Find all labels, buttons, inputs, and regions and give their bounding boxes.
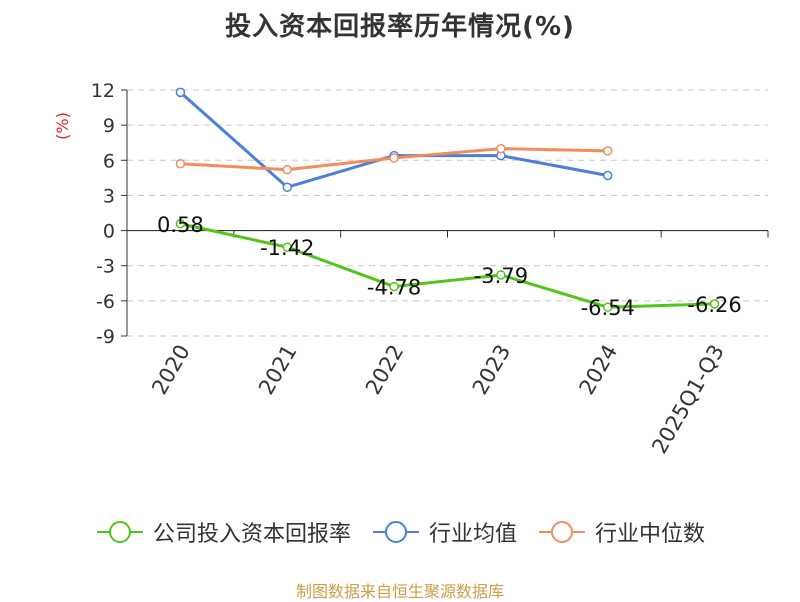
y-tick-label: 3 bbox=[103, 185, 115, 207]
y-tick-label: 0 bbox=[103, 221, 115, 243]
source-note: 制图数据来自恒生聚源数据库 bbox=[295, 582, 504, 601]
data-label: -3.79 bbox=[474, 264, 528, 288]
series-lines bbox=[175, 87, 720, 312]
data-point bbox=[496, 143, 506, 154]
chart-title: 投入资本回报率历年情况(%) bbox=[225, 12, 575, 42]
data-point bbox=[389, 153, 399, 163]
series-line bbox=[179, 91, 609, 189]
data-point bbox=[603, 146, 613, 156]
data-label: -1.42 bbox=[260, 236, 314, 260]
x-tick-label: 2024 bbox=[575, 341, 623, 399]
legend-item-industry-median[interactable]: 行业中位数 bbox=[537, 516, 705, 548]
series-line bbox=[180, 222, 715, 309]
data-point bbox=[282, 242, 292, 252]
y-tick-label: 6 bbox=[103, 150, 115, 172]
y-tick-label: -9 bbox=[96, 326, 115, 348]
data-point bbox=[282, 164, 292, 175]
y-axis-unit-label: (%) bbox=[53, 112, 72, 140]
x-tick-label: 2023 bbox=[468, 341, 516, 399]
data-point bbox=[389, 281, 399, 292]
legend-label: 行业均值 bbox=[428, 522, 517, 547]
legend-item-industry-mean[interactable]: 行业均值 bbox=[371, 516, 517, 548]
data-point bbox=[709, 299, 720, 309]
x-tick-label: 2025Q1-Q3 bbox=[647, 341, 729, 458]
legend-label: 公司投入资本回报率 bbox=[152, 522, 351, 547]
axes: 12 9 6 3 0 -3 -6 -9 (%) 2020 2021 2022 2023 2024 2025Q… bbox=[53, 80, 769, 458]
legend-swatch-orange-icon bbox=[539, 521, 585, 543]
x-tick-label: 2020 bbox=[147, 341, 195, 399]
data-label: -4.78 bbox=[367, 276, 421, 300]
y-tick-label: 9 bbox=[103, 115, 115, 137]
data-point bbox=[175, 87, 186, 98]
legend-swatch-green-icon bbox=[96, 521, 143, 543]
data-point bbox=[175, 219, 186, 229]
y-tick-label: 12 bbox=[91, 80, 115, 102]
y-tick-label: -6 bbox=[96, 291, 115, 313]
data-point bbox=[282, 182, 292, 192]
data-labels: 0.58 -1.42 -4.78 -3.79 -6.54 -6.26 bbox=[157, 213, 742, 320]
grid-lines bbox=[127, 89, 768, 337]
data-point bbox=[496, 270, 506, 280]
legend-label: 行业中位数 bbox=[595, 522, 706, 547]
data-point bbox=[603, 302, 613, 312]
x-tick-label: 2021 bbox=[254, 341, 302, 399]
x-tick-label: 2022 bbox=[361, 341, 409, 399]
legend-item-company[interactable]: 公司投入资本回报率 bbox=[95, 516, 351, 548]
data-label: -6.26 bbox=[687, 293, 741, 317]
y-tick-label: -3 bbox=[96, 256, 115, 278]
legend-swatch-blue-icon bbox=[372, 521, 419, 543]
data-label: 0.58 bbox=[157, 213, 204, 237]
data-label: -6.54 bbox=[581, 296, 635, 320]
legend: 公司投入资本回报率 行业均值 行业中位数 bbox=[0, 516, 800, 548]
data-point bbox=[603, 170, 613, 181]
data-point bbox=[175, 159, 186, 169]
